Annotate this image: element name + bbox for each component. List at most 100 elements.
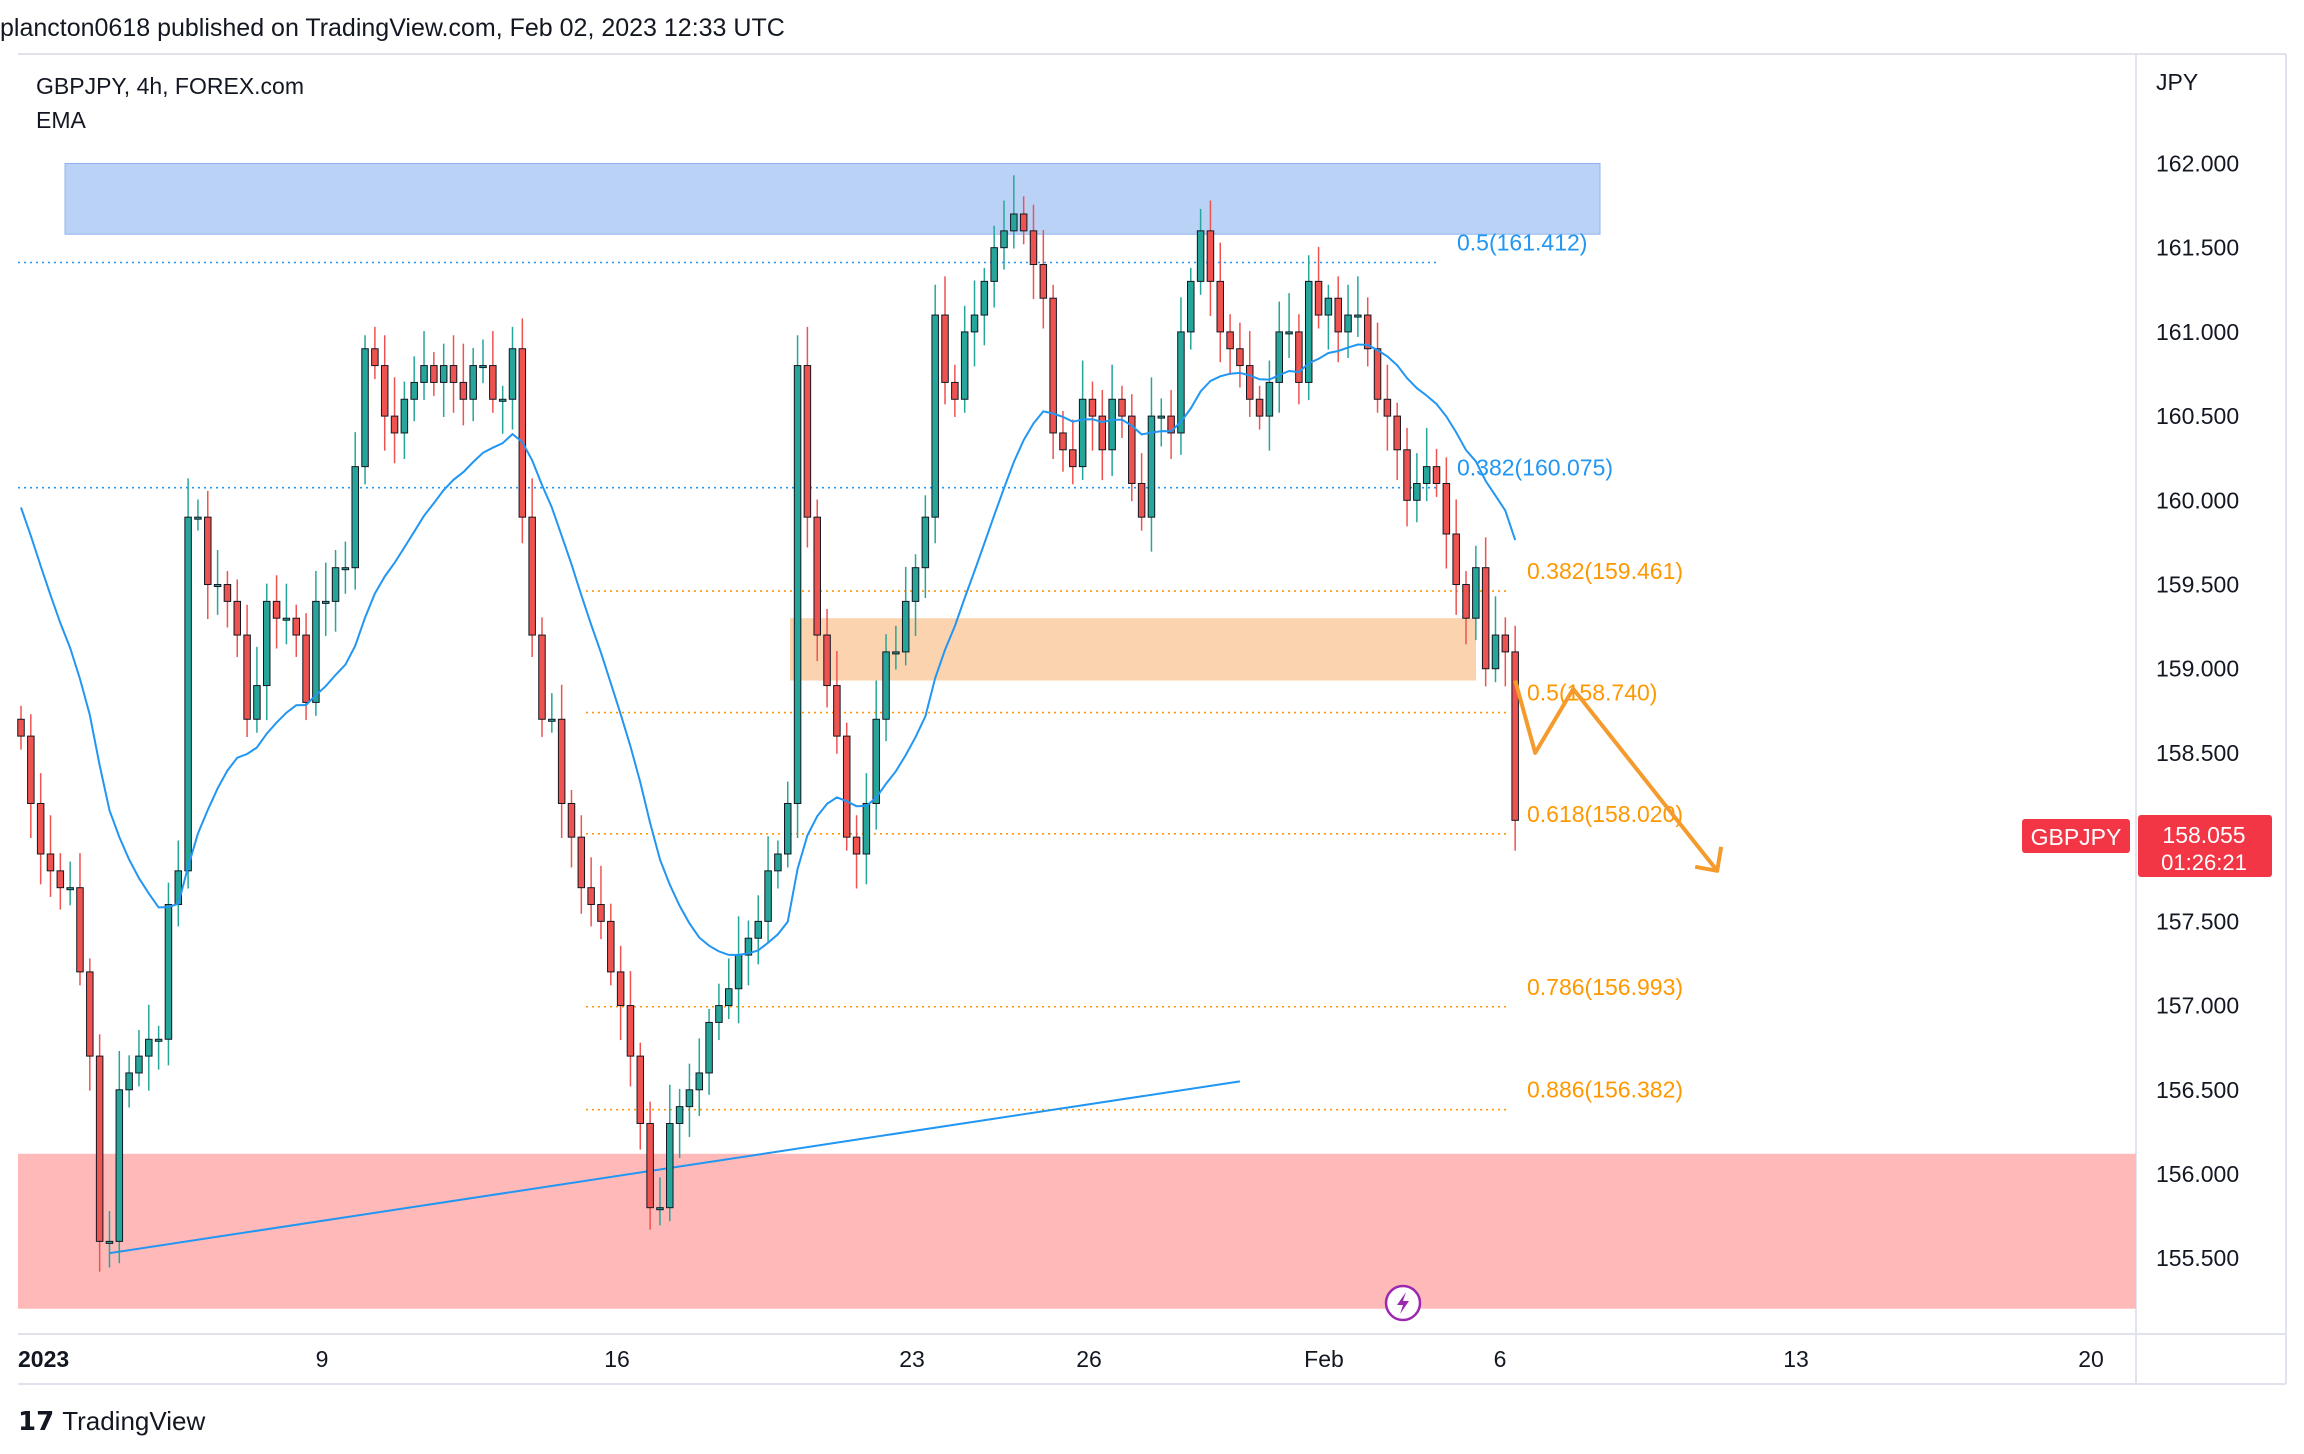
candle-body <box>783 802 792 855</box>
candle-body <box>1137 482 1146 518</box>
fib-lower-label: 0.886(156.382) <box>1527 1077 1683 1103</box>
last-price-value: 158.055 <box>2162 822 2245 848</box>
candle-body <box>282 617 291 621</box>
candle-body <box>1216 280 1225 333</box>
candle-body <box>1511 651 1519 821</box>
candle-body <box>1206 230 1215 282</box>
ema-line <box>20 343 1517 956</box>
candle-body <box>1334 297 1342 333</box>
y-tick-label: 159.500 <box>2156 572 2239 598</box>
candle-body <box>813 516 821 636</box>
candle-body <box>449 365 458 383</box>
candle-body <box>528 516 536 636</box>
candle-body <box>292 617 300 636</box>
candle-body <box>420 365 428 383</box>
support-trendline <box>109 1080 1241 1255</box>
event-flash-icon[interactable] <box>1384 1284 1422 1322</box>
projection-arrowhead <box>1694 846 1724 873</box>
candles-layer[interactable] <box>17 175 1519 1272</box>
fib-lower-label: 0.5(158.740) <box>1527 680 1657 706</box>
candle-body <box>931 314 939 518</box>
currency-label: JPY <box>2156 69 2198 95</box>
candle-body <box>941 314 949 383</box>
candle-body <box>204 516 212 586</box>
y-tick-label: 159.000 <box>2156 656 2239 682</box>
candle-body <box>1236 348 1244 367</box>
demand-zone <box>790 618 1476 681</box>
fib-lower-label: 0.382(159.461) <box>1527 558 1683 584</box>
x-axis[interactable]: 2023 9 16 23 26 Feb 6 13 20 <box>18 1346 2104 1372</box>
candle-body <box>1481 567 1490 670</box>
candle-body <box>154 1038 163 1042</box>
indicator-label: EMA <box>36 107 87 133</box>
candle-body <box>518 348 527 518</box>
price-tag-symbol-text: GBPJPY <box>2031 824 2122 850</box>
candle-body <box>793 365 802 804</box>
candle-body <box>253 685 261 720</box>
candle-body <box>56 870 65 889</box>
candle-body <box>725 988 733 1007</box>
candle-body <box>1196 230 1205 282</box>
candle-body <box>892 651 900 655</box>
candle-body <box>1000 230 1008 249</box>
candle-body <box>626 1005 635 1057</box>
candle-body <box>1285 331 1293 335</box>
x-tick-label: 26 <box>1076 1346 1102 1372</box>
fib-upper-label: 0.5(161.412) <box>1457 230 1587 256</box>
candle-body <box>184 516 192 872</box>
y-tick-label: 157.000 <box>2156 993 2239 1019</box>
candle-body <box>764 870 772 922</box>
candle-body <box>1491 634 1500 670</box>
candle-body <box>852 836 861 855</box>
candle-body <box>223 584 232 602</box>
candle-body <box>607 920 615 973</box>
candle-body <box>331 567 340 602</box>
candle-body <box>921 516 930 569</box>
candle-body <box>400 398 409 434</box>
candle-body <box>705 1021 713 1074</box>
candle-body <box>1295 331 1303 383</box>
candle-body <box>803 365 812 518</box>
candle-body <box>1452 533 1460 586</box>
publisher-line: plancton0618 published on TradingView.co… <box>0 14 785 42</box>
candle-body <box>115 1089 124 1242</box>
x-tick-label: 23 <box>899 1346 925 1372</box>
candle-body <box>970 314 979 333</box>
candle-body <box>695 1072 704 1091</box>
fib-lower-label: 0.618(158.020) <box>1527 801 1683 827</box>
candle-body <box>302 634 310 703</box>
candle-body <box>66 887 74 891</box>
y-tick-label: 161.500 <box>2156 235 2239 261</box>
x-tick-label: 6 <box>1494 1346 1507 1372</box>
candle-body <box>1304 280 1313 383</box>
candle-body <box>1275 331 1283 383</box>
tradingview-logo[interactable]: 𝟭𝟳 TradingView <box>18 1406 205 1437</box>
candle-body <box>489 365 497 400</box>
candle-body <box>882 651 890 720</box>
candle-body <box>233 600 242 636</box>
candle-body <box>351 466 359 569</box>
candle-body <box>1226 331 1234 350</box>
x-tick-label: 2023 <box>18 1346 69 1372</box>
y-axis[interactable]: 162.000 161.500 161.000 160.500 160.000 159.5… <box>2156 150 2239 1271</box>
candle-body <box>194 516 202 520</box>
candle-body <box>685 1089 694 1108</box>
candle-body <box>636 1055 645 1124</box>
candle-body <box>243 634 251 720</box>
candle-body <box>1069 449 1077 468</box>
candle-body <box>508 348 517 400</box>
candle-body <box>734 954 743 990</box>
candle-body <box>1432 466 1441 484</box>
tradingview-logo-text: TradingView <box>62 1406 206 1436</box>
y-tick-label: 160.500 <box>2156 403 2239 429</box>
candle-body <box>1403 449 1411 501</box>
candle-body <box>125 1072 133 1091</box>
candle-body <box>46 853 55 872</box>
candle-body <box>557 718 566 804</box>
candle-body <box>1029 230 1038 266</box>
candle-body <box>1265 381 1274 417</box>
candle-body <box>538 634 546 720</box>
x-tick-label: 13 <box>1783 1346 1809 1372</box>
tradingview-logo-icon: 𝟭𝟳 <box>18 1406 55 1436</box>
